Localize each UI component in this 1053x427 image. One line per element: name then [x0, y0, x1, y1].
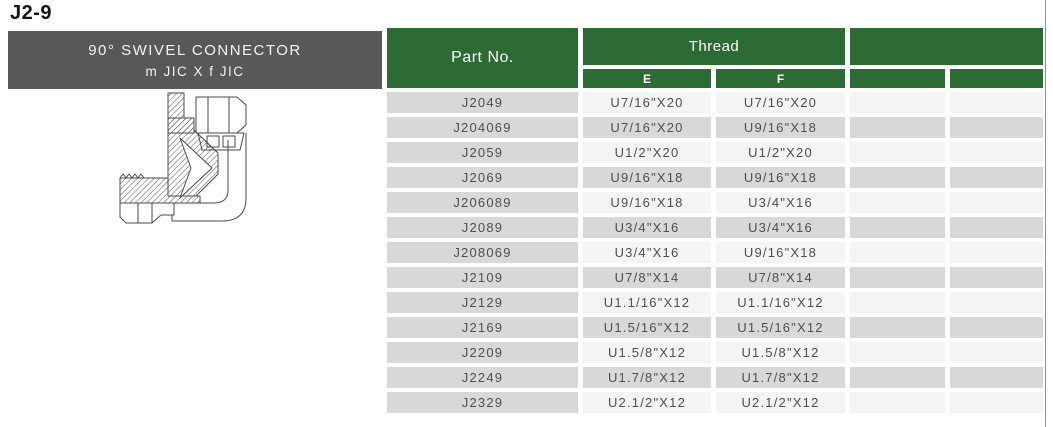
product-banner: 90° SWIVEL CONNECTOR m JIC X f JIC	[8, 31, 382, 89]
header-blank-5	[950, 69, 1043, 88]
page-border-right	[1045, 0, 1046, 427]
empty-cell	[850, 92, 945, 113]
part-no-cell: J208069	[387, 242, 578, 263]
empty-cell	[850, 392, 945, 413]
thread-f-cell: U2.1/2"X12	[716, 392, 845, 413]
thread-e-cell: U9/16"X18	[583, 167, 711, 188]
header-blank-4	[850, 69, 945, 88]
empty-cell	[950, 117, 1043, 138]
empty-cell	[950, 317, 1043, 338]
part-no-cell: J2249	[387, 367, 578, 388]
thread-e-cell: U9/16"X18	[583, 192, 711, 213]
part-no-cell: J2169	[387, 317, 578, 338]
thread-e-cell: U7/16"X20	[583, 117, 711, 138]
thread-e-cell: U1.5/16"X12	[583, 317, 711, 338]
header-part-no: Part No.	[387, 28, 578, 88]
part-no-cell: J204069	[387, 117, 578, 138]
part-no-cell: J2069	[387, 167, 578, 188]
empty-cell	[850, 242, 945, 263]
product-technical-drawing	[112, 90, 272, 245]
thread-f-cell: U3/4"X16	[716, 192, 845, 213]
thread-f-cell: U1.5/8"X12	[716, 342, 845, 363]
elbow-inner-wall	[200, 140, 229, 204]
empty-cell	[850, 167, 945, 188]
thread-f-cell: U1/2"X20	[716, 142, 845, 163]
empty-cell	[950, 92, 1043, 113]
empty-cell	[950, 267, 1043, 288]
part-no-cell: J2129	[387, 292, 578, 313]
thread-f-cell: U3/4"X16	[716, 217, 845, 238]
empty-cell	[850, 192, 945, 213]
part-no-cell: J206089	[387, 192, 578, 213]
thread-f-cell: U7/16"X20	[716, 92, 845, 113]
male-end-outline	[119, 202, 175, 224]
thread-f-cell: U9/16"X18	[716, 117, 845, 138]
empty-cell	[850, 267, 945, 288]
male-thread	[119, 173, 145, 179]
elbow-outer-wall	[172, 133, 247, 222]
thread-e-cell: U3/4"X16	[583, 242, 711, 263]
empty-cell	[850, 117, 945, 138]
part-no-cell: J2059	[387, 142, 578, 163]
swivel-nut	[195, 96, 247, 134]
empty-cell	[950, 167, 1043, 188]
empty-cell	[850, 142, 945, 163]
part-no-cell: J2109	[387, 267, 578, 288]
thread-f-cell: U9/16"X18	[716, 167, 845, 188]
thread-f-cell: U9/16"X18	[716, 242, 845, 263]
empty-cell	[950, 367, 1043, 388]
product-subtitle: m JIC X f JIC	[145, 63, 245, 79]
empty-cell	[950, 342, 1043, 363]
flare-cone	[179, 137, 213, 199]
spec-table: Part No. Thread E F J2049 U7/16"X20 U7/16"…	[387, 28, 1043, 413]
empty-cell	[850, 292, 945, 313]
header-right-blank	[850, 28, 1043, 65]
empty-cell	[850, 367, 945, 388]
thread-e-cell: U1/2"X20	[583, 142, 711, 163]
part-no-cell: J2209	[387, 342, 578, 363]
thread-e-cell: U7/16"X20	[583, 92, 711, 113]
header-thread: Thread	[583, 28, 845, 65]
header-col-f: F	[716, 69, 845, 88]
thread-e-cell: U2.1/2"X12	[583, 392, 711, 413]
thread-f-cell: U1.1/16"X12	[716, 292, 845, 313]
empty-cell	[850, 317, 945, 338]
empty-cell	[950, 142, 1043, 163]
empty-cell	[950, 192, 1043, 213]
thread-f-cell: U1.5/16"X12	[716, 317, 845, 338]
product-title: 90° SWIVEL CONNECTOR	[88, 41, 302, 59]
thread-e-cell: U1.7/8"X12	[583, 367, 711, 388]
empty-cell	[950, 392, 1043, 413]
part-no-cell: J2089	[387, 217, 578, 238]
empty-cell	[950, 217, 1043, 238]
empty-cell	[850, 217, 945, 238]
thread-f-cell: U7/8"X14	[716, 267, 845, 288]
empty-cell	[950, 292, 1043, 313]
part-no-cell: J2329	[387, 392, 578, 413]
header-col-e: E	[583, 69, 711, 88]
thread-e-cell: U1.5/8"X12	[583, 342, 711, 363]
empty-cell	[850, 342, 945, 363]
empty-cell	[950, 242, 1043, 263]
part-no-cell: J2049	[387, 92, 578, 113]
thread-e-cell: U7/8"X14	[583, 267, 711, 288]
thread-e-cell: U1.1/16"X12	[583, 292, 711, 313]
thread-e-cell: U3/4"X16	[583, 217, 711, 238]
page-title: J2-9	[10, 2, 53, 24]
fitting-diagram	[119, 92, 247, 224]
thread-f-cell: U1.7/8"X12	[716, 367, 845, 388]
